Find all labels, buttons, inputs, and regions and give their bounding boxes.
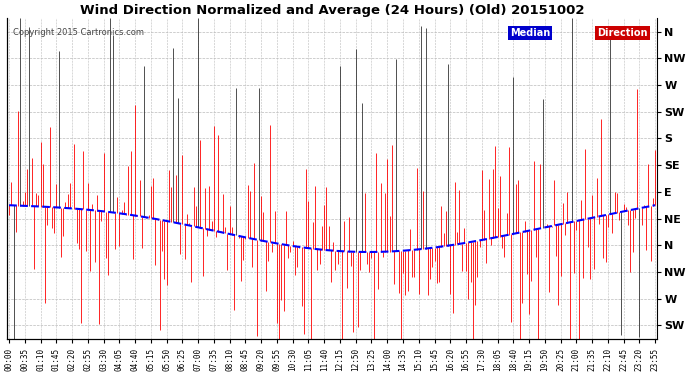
Title: Wind Direction Normalized and Average (24 Hours) (Old) 20151002: Wind Direction Normalized and Average (2… [80, 4, 584, 17]
Text: Copyright 2015 Cartronics.com: Copyright 2015 Cartronics.com [13, 28, 144, 37]
Text: Direction: Direction [597, 28, 648, 38]
Text: Median: Median [510, 28, 550, 38]
